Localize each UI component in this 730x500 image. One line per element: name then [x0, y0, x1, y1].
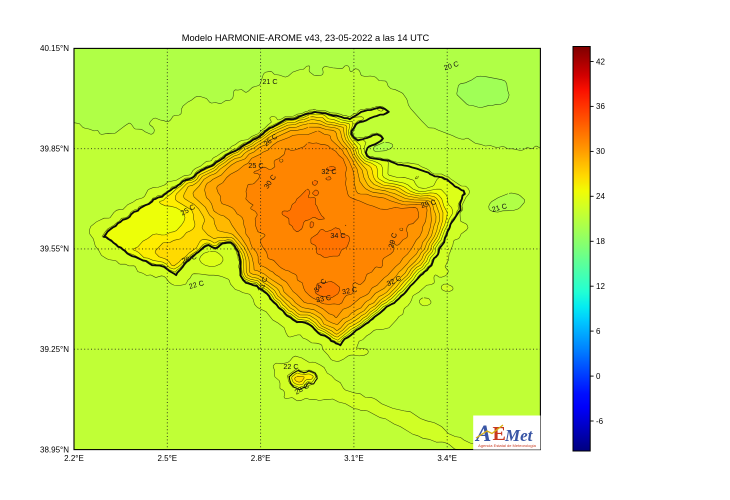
svg-text:2.8°E: 2.8°E — [251, 454, 271, 463]
svg-text:0: 0 — [596, 372, 601, 381]
svg-text:30: 30 — [596, 147, 605, 156]
svg-text:39.25°N: 39.25°N — [40, 345, 69, 354]
svg-text:38.95°N: 38.95°N — [40, 445, 69, 454]
svg-text:36: 36 — [596, 102, 605, 111]
svg-text:39.85°N: 39.85°N — [40, 145, 69, 154]
svg-text:Modelo HARMONIE-AROME v43, 23-: Modelo HARMONIE-AROME v43, 23-05-2022 a … — [182, 33, 430, 43]
svg-text:32 C: 32 C — [341, 285, 358, 297]
svg-text:24: 24 — [596, 192, 605, 201]
svg-text:2.5°E: 2.5°E — [157, 454, 177, 463]
svg-text:25 C: 25 C — [248, 161, 263, 170]
svg-text:22 C: 22 C — [283, 362, 298, 371]
svg-text:21 C: 21 C — [491, 201, 508, 214]
svg-text:32 C: 32 C — [321, 167, 336, 176]
svg-text:29 C: 29 C — [386, 232, 399, 249]
svg-text:20 C: 20 C — [443, 59, 460, 72]
svg-text:12: 12 — [596, 282, 605, 291]
svg-text:42: 42 — [596, 57, 605, 66]
svg-text:40.15°N: 40.15°N — [40, 44, 69, 53]
svg-text:33 C: 33 C — [315, 293, 332, 305]
svg-text:18: 18 — [596, 237, 605, 246]
svg-text:2.2°E: 2.2°E — [64, 454, 84, 463]
svg-text:-6: -6 — [596, 417, 604, 426]
svg-text:29 C: 29 C — [420, 197, 437, 210]
svg-text:E: E — [493, 423, 506, 445]
svg-text:39.55°N: 39.55°N — [40, 245, 69, 254]
svg-text:Met: Met — [504, 426, 534, 445]
svg-text:6: 6 — [596, 327, 601, 336]
svg-text:21 C: 21 C — [262, 77, 277, 86]
svg-text:3.1°E: 3.1°E — [344, 454, 364, 463]
svg-text:22 C: 22 C — [188, 278, 205, 291]
svg-text:Agencia Estatal de Meteorologí: Agencia Estatal de Meteorología — [478, 443, 537, 448]
svg-text:3.4°E: 3.4°E — [437, 454, 457, 463]
svg-text:34 C: 34 C — [330, 231, 345, 240]
